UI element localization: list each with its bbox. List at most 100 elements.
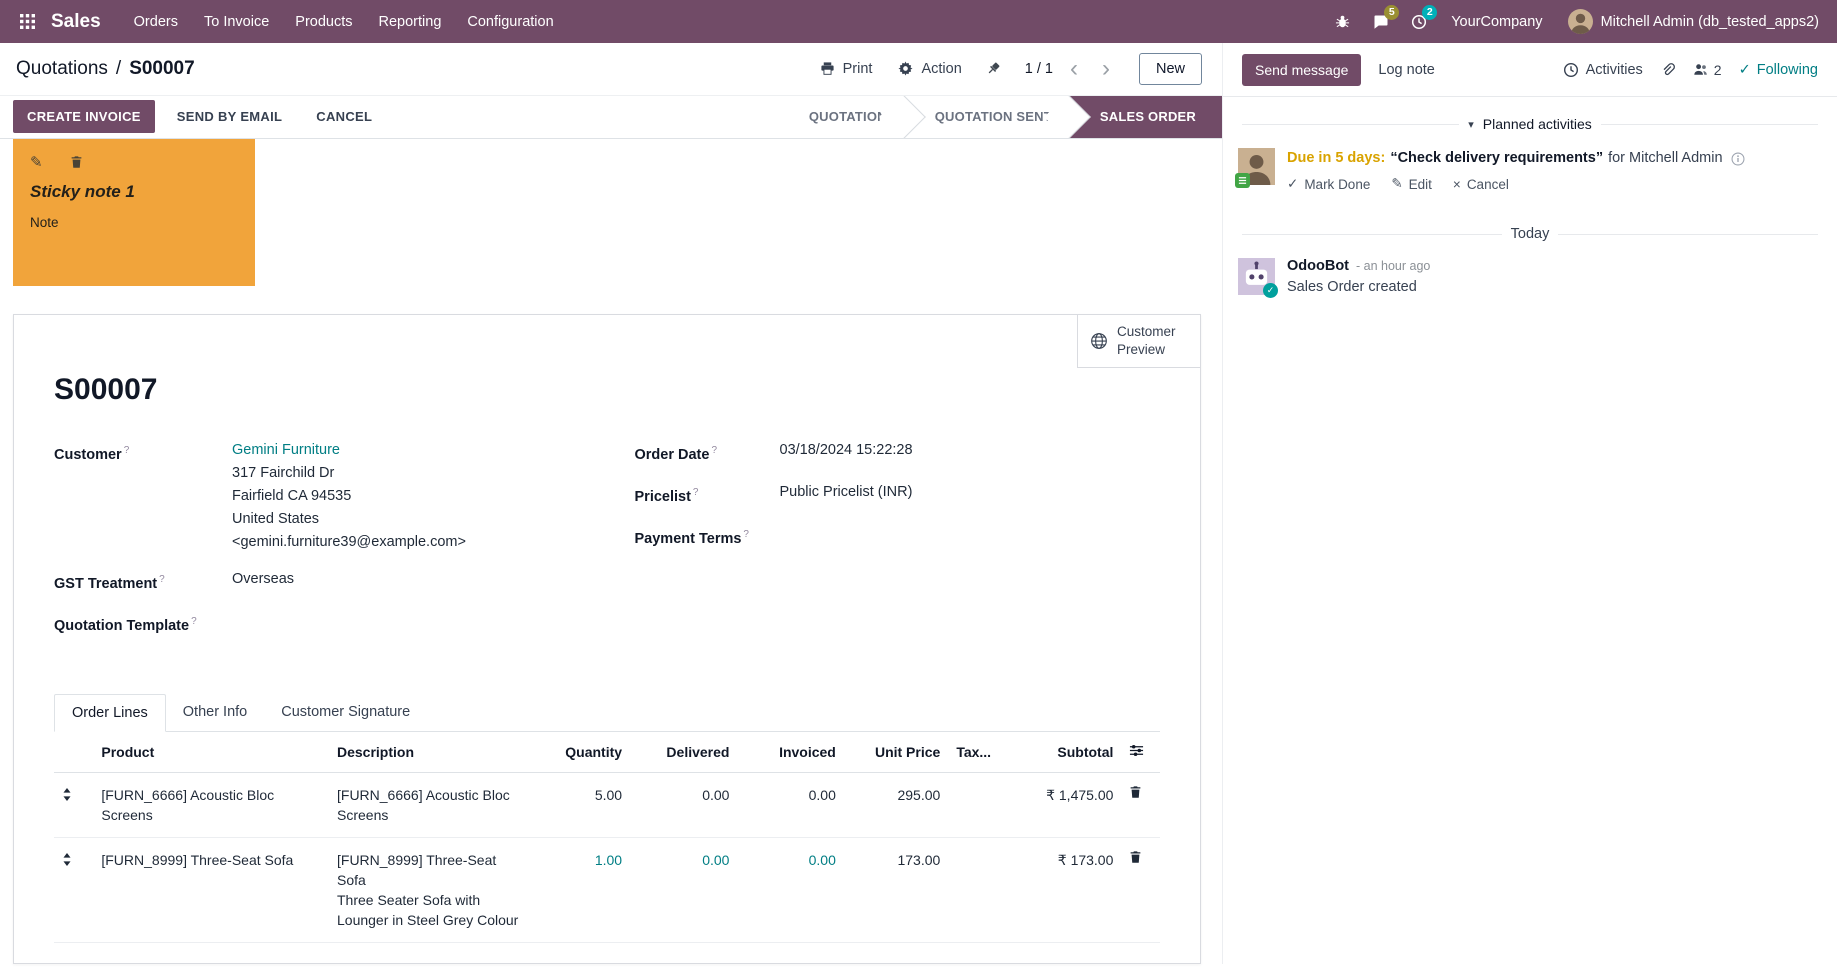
message-author[interactable]: OdooBot: [1287, 258, 1350, 274]
optional-columns-icon[interactable]: [1129, 743, 1144, 758]
status-sales-order[interactable]: SALES ORDER: [1067, 95, 1222, 138]
menu-to-invoice[interactable]: To Invoice: [203, 13, 270, 30]
customer-field-label: Customer?: [54, 445, 130, 463]
tab-customer-signature[interactable]: Customer Signature: [264, 693, 428, 731]
tab-other-info[interactable]: Other Info: [165, 693, 265, 731]
sticky-note[interactable]: ✎ Sticky note 1 Note: [13, 139, 255, 286]
delete-note-icon[interactable]: [70, 155, 83, 169]
today-label: Today: [1510, 226, 1550, 242]
pin-icon[interactable]: [980, 57, 1007, 80]
menu-reporting[interactable]: Reporting: [378, 13, 442, 30]
taxes-cell[interactable]: [948, 837, 1012, 943]
description-cell[interactable]: [FURN_8999] Three-Seat Sofa Three Seater…: [329, 837, 528, 943]
field-help: ?: [159, 574, 165, 585]
message-avatar[interactable]: ✓: [1238, 258, 1278, 298]
sticky-note-body[interactable]: Note: [30, 215, 59, 230]
messages-menu-icon[interactable]: 5: [1361, 4, 1400, 36]
cancel-activity-button[interactable]: × Cancel: [1452, 176, 1509, 192]
unit-price-cell[interactable]: 295.00: [843, 772, 949, 838]
delete-line-icon[interactable]: [1121, 837, 1160, 943]
following-button[interactable]: ✓ Following: [1739, 62, 1818, 78]
app-name[interactable]: Sales: [51, 10, 101, 32]
cross-icon: ×: [1452, 176, 1461, 192]
status-quotation[interactable]: QUOTATION: [787, 96, 903, 138]
menu-orders[interactable]: Orders: [133, 13, 178, 30]
menu-products[interactable]: Products: [295, 13, 353, 30]
log-note-button[interactable]: Log note: [1378, 61, 1435, 78]
activity-avatar[interactable]: [1235, 148, 1275, 188]
pager-value: 1 / 1: [1024, 60, 1053, 77]
edit-activity-button[interactable]: ✎ Edit: [1391, 176, 1432, 192]
cancel-button[interactable]: CANCEL: [304, 100, 384, 133]
delivered-cell[interactable]: 0.00: [630, 837, 738, 943]
drag-handle-icon[interactable]: [54, 837, 94, 943]
user-avatar[interactable]: [1567, 9, 1593, 34]
status-quotation-sent[interactable]: QUOTATION SENT: [903, 96, 1068, 138]
taxes-cell[interactable]: [948, 772, 1012, 838]
print-button[interactable]: Print: [812, 55, 881, 83]
field-help: ?: [692, 486, 699, 498]
message-item: ✓ OdooBot - an hour ago Sales Order crea…: [1223, 254, 1837, 303]
mark-done-button[interactable]: ✓ Mark Done: [1287, 176, 1371, 192]
product-cell[interactable]: [FURN_8999] Three-Seat Sofa: [93, 837, 329, 943]
delete-line-icon[interactable]: [1121, 772, 1160, 838]
activities-badge: 2: [1422, 4, 1438, 20]
pencil-icon: ✎: [1391, 176, 1403, 191]
control-panel: Quotations / S00007 Print Action 1 / 1 ‹: [0, 43, 1222, 95]
drag-handle-icon[interactable]: [54, 772, 94, 838]
today-divider: Today: [1242, 226, 1818, 242]
order-line-row[interactable]: [FURN_8999] Three-Seat Sofa [FURN_8999] …: [54, 837, 1160, 943]
pager-next-icon[interactable]: ›: [1101, 54, 1110, 82]
customer-preview-button[interactable]: Customer Preview: [1077, 314, 1201, 369]
field-group-left: Customer? Gemini Furniture 317 Fairchild…: [54, 439, 580, 652]
tab-order-lines[interactable]: Order Lines: [54, 693, 166, 732]
product-cell[interactable]: [FURN_6666] Acoustic Bloc Screens: [93, 772, 329, 838]
col-description: Description: [329, 731, 528, 773]
form-view-area: Quotations / S00007 Print Action 1 / 1 ‹: [0, 43, 1222, 964]
breadcrumb: Quotations / S00007: [16, 58, 195, 80]
send-by-email-button[interactable]: SEND BY EMAIL: [165, 100, 295, 133]
attachments-paperclip-icon[interactable]: [1660, 62, 1675, 78]
delivered-cell[interactable]: 0.00: [630, 772, 738, 838]
sticky-note-title: Sticky note 1: [30, 182, 135, 201]
pricelist-value[interactable]: Public Pricelist (INR): [779, 483, 913, 500]
check-icon: ✓: [1738, 61, 1751, 78]
debug-bug-icon[interactable]: [1324, 8, 1361, 35]
invoiced-cell[interactable]: 0.00: [737, 837, 844, 943]
apps-menu-icon[interactable]: [14, 10, 41, 33]
send-message-button[interactable]: Send message: [1242, 53, 1362, 86]
activities-button[interactable]: Activities: [1563, 62, 1643, 78]
gst-treatment-value[interactable]: Overseas: [232, 571, 295, 587]
info-icon[interactable]: [1731, 152, 1745, 166]
activity-summary: “Check delivery requirements”: [1390, 150, 1604, 166]
edit-note-icon[interactable]: ✎: [30, 154, 43, 171]
user-menu[interactable]: Mitchell Admin (db_tested_apps2): [1600, 13, 1819, 30]
followers-button[interactable]: 2: [1692, 62, 1722, 78]
planned-activities-header[interactable]: ▾ Planned activities: [1242, 116, 1818, 132]
message-body: Sales Order created: [1287, 279, 1417, 295]
invoiced-cell[interactable]: 0.00: [737, 772, 844, 838]
followers-icon: [1692, 62, 1709, 77]
description-cell[interactable]: [FURN_6666] Acoustic Bloc Screens: [329, 772, 528, 838]
activity-type-icon: [1235, 173, 1250, 188]
action-button[interactable]: Action: [890, 55, 969, 83]
field-group-right: Order Date? 03/18/2024 15:22:28 Pricelis…: [635, 439, 1161, 652]
create-invoice-button[interactable]: CREATE INVOICE: [13, 100, 155, 134]
order-line-row[interactable]: [FURN_6666] Acoustic Bloc Screens [FURN_…: [54, 772, 1160, 838]
col-quantity: Quantity: [527, 731, 631, 773]
customer-preview-label: Customer Preview: [1117, 324, 1176, 358]
unit-price-cell[interactable]: 173.00: [843, 837, 949, 943]
statusbar: CREATE INVOICE SEND BY EMAIL CANCEL QUOT…: [0, 94, 1222, 139]
order-date-value[interactable]: 03/18/2024 15:22:28: [779, 442, 913, 458]
address-email: <gemini.furniture39@example.com>: [232, 534, 466, 550]
company-switcher[interactable]: YourCompany: [1451, 13, 1543, 30]
activities-menu-icon[interactable]: 2: [1400, 4, 1438, 36]
quantity-cell[interactable]: 5.00: [527, 772, 631, 838]
pager-previous-icon[interactable]: ‹: [1069, 54, 1078, 82]
menu-configuration[interactable]: Configuration: [467, 13, 554, 30]
breadcrumb-quotations[interactable]: Quotations: [16, 57, 108, 79]
new-button[interactable]: New: [1138, 52, 1202, 85]
quantity-cell[interactable]: 1.00: [527, 837, 631, 943]
order-lines-table: Product Description Quantity Delivered I…: [54, 731, 1160, 943]
customer-link[interactable]: Gemini Furniture: [232, 442, 340, 458]
